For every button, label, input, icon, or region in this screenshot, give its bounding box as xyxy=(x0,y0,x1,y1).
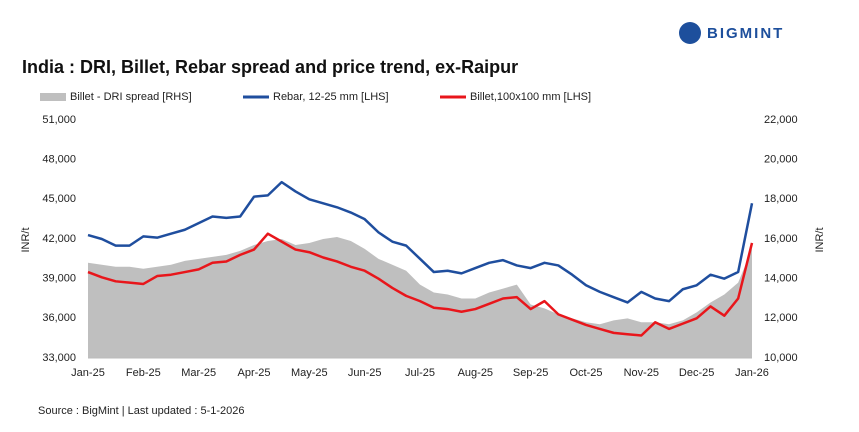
y-tick-label: 45,000 xyxy=(42,193,76,205)
y-tick-label: 36,000 xyxy=(42,312,76,324)
legend-label: Rebar, 12-25 mm [LHS] xyxy=(273,91,389,103)
y2-tick-label: 14,000 xyxy=(764,273,798,285)
x-tick-label: Jun-25 xyxy=(348,367,382,379)
line xyxy=(87,180,754,304)
x-tick-label: Aug-25 xyxy=(458,367,493,379)
y-tick-label: 48,000 xyxy=(42,154,76,166)
x-tick-label: Nov-25 xyxy=(624,367,659,379)
y-axis-label: INR/t xyxy=(20,227,32,252)
x-tick-label: Dec-25 xyxy=(679,367,714,379)
y2-tick-label: 12,000 xyxy=(764,312,798,324)
legend-swatch xyxy=(40,93,66,101)
y2-tick-label: 16,000 xyxy=(764,233,798,245)
y2-tick-label: 18,000 xyxy=(764,193,798,205)
chart-title: India : DRI, Billet, Rebar spread and pr… xyxy=(22,57,518,77)
brand: BIGMINT xyxy=(707,25,784,42)
legend-label: Billet,100x100 mm [LHS] xyxy=(470,91,591,103)
x-tick-label: Oct-25 xyxy=(569,367,602,379)
source: Source : BigMint | Last updated : 5-1-20… xyxy=(38,405,244,417)
x-tick-label: Mar-25 xyxy=(181,367,216,379)
y-tick-label: 42,000 xyxy=(42,233,76,245)
legend-label: Billet - DRI spread [RHS] xyxy=(70,91,192,103)
y-tick-label: 39,000 xyxy=(42,273,76,285)
y-tick-label: 33,000 xyxy=(42,352,76,364)
x-tick-label: Apr-25 xyxy=(237,367,270,379)
x-tick-label: May-25 xyxy=(291,367,328,379)
x-tick-label: Sep-25 xyxy=(513,367,548,379)
x-tick-label: Feb-25 xyxy=(126,367,161,379)
y2-tick-label: 10,000 xyxy=(764,352,798,364)
y2-tick-label: 20,000 xyxy=(764,154,798,166)
logo-icon xyxy=(679,22,701,44)
area xyxy=(88,237,752,358)
x-tick-label: Jan-26 xyxy=(735,367,769,379)
y2-tick-label: 22,000 xyxy=(764,114,798,126)
y2-axis-label: INR/t xyxy=(814,227,826,252)
line xyxy=(87,232,754,337)
x-tick-label: Jul-25 xyxy=(405,367,435,379)
x-tick-label: Jan-25 xyxy=(71,367,105,379)
y-tick-label: 51,000 xyxy=(42,114,76,126)
